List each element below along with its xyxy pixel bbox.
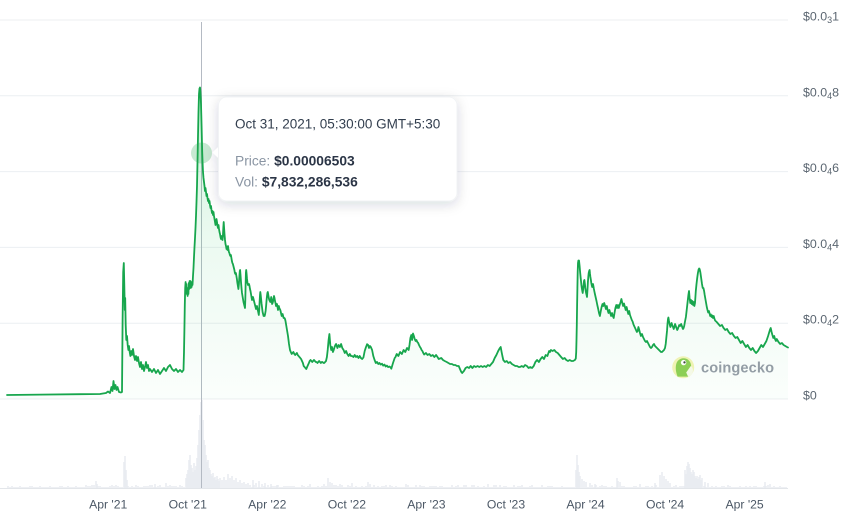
svg-text:Apr '22: Apr '22 xyxy=(248,498,286,512)
svg-text:Apr '21: Apr '21 xyxy=(89,498,127,512)
svg-text:Oct '23: Oct '23 xyxy=(487,498,525,512)
svg-text:Price: $0.00006503: Price: $0.00006503 xyxy=(235,154,355,169)
svg-text:$0.046: $0.046 xyxy=(803,161,839,177)
svg-text:Vol: $7,832,286,536: Vol: $7,832,286,536 xyxy=(235,175,358,190)
svg-text:Oct '24: Oct '24 xyxy=(646,498,684,512)
svg-text:Apr '24: Apr '24 xyxy=(566,498,604,512)
svg-text:$0.044: $0.044 xyxy=(803,237,839,253)
svg-text:$0.042: $0.042 xyxy=(803,313,839,329)
svg-text:coingecko: coingecko xyxy=(701,361,774,377)
svg-text:Oct 31, 2021, 05:30:00 GMT+5:3: Oct 31, 2021, 05:30:00 GMT+5:30 xyxy=(235,117,440,132)
svg-text:$0.048: $0.048 xyxy=(803,85,839,101)
svg-text:Apr '23: Apr '23 xyxy=(407,498,445,512)
svg-text:Apr '25: Apr '25 xyxy=(725,498,763,512)
svg-text:$0: $0 xyxy=(803,389,817,403)
svg-text:Oct '21: Oct '21 xyxy=(169,498,207,512)
svg-text:Oct '22: Oct '22 xyxy=(328,498,366,512)
svg-text:$0.031: $0.031 xyxy=(803,10,839,26)
